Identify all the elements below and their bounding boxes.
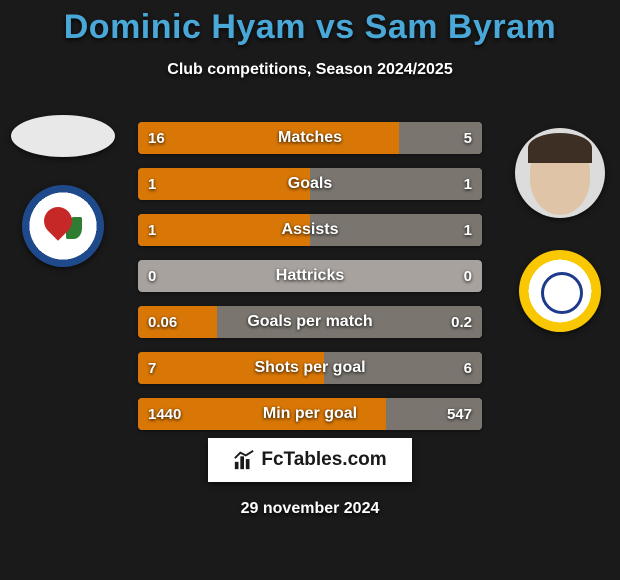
page-title: Dominic Hyam vs Sam Byram bbox=[0, 8, 620, 47]
stat-value-left: 16 bbox=[148, 130, 165, 147]
player-face-icon bbox=[530, 143, 590, 215]
left-player-column bbox=[8, 115, 118, 267]
stat-row: 7 6 Shots per goal bbox=[138, 352, 482, 384]
player-avatar bbox=[515, 128, 605, 218]
stats-list: 16 5 Matches 1 1 Goals 1 1 Assists 0 0 Hattricks 0.0… bbox=[138, 122, 482, 430]
footer-date: 29 november 2024 bbox=[241, 500, 380, 518]
player-avatar-placeholder bbox=[11, 115, 115, 157]
stat-row: 16 5 Matches bbox=[138, 122, 482, 154]
stat-row: 0 0 Hattricks bbox=[138, 260, 482, 292]
stat-label: Assists bbox=[282, 221, 339, 239]
club-badge-leeds bbox=[519, 250, 601, 332]
stat-value-right: 5 bbox=[464, 130, 472, 147]
stat-value-left: 7 bbox=[148, 360, 156, 377]
stat-value-right: 547 bbox=[447, 406, 472, 423]
stat-fill-left bbox=[138, 122, 399, 154]
stat-value-right: 0 bbox=[464, 268, 472, 285]
stat-label: Hattricks bbox=[276, 267, 344, 285]
chart-icon bbox=[233, 449, 255, 471]
club-badge-blackburn bbox=[22, 185, 104, 267]
page-subtitle: Club competitions, Season 2024/2025 bbox=[0, 61, 620, 79]
stat-label: Goals bbox=[288, 175, 332, 193]
stat-value-right: 1 bbox=[464, 176, 472, 193]
stat-value-left: 1 bbox=[148, 222, 156, 239]
stat-label: Min per goal bbox=[263, 405, 357, 423]
stat-label: Goals per match bbox=[247, 313, 372, 331]
stat-value-right: 0.2 bbox=[451, 314, 472, 331]
stat-value-left: 0 bbox=[148, 268, 156, 285]
stat-label: Shots per goal bbox=[254, 359, 365, 377]
stat-fill-right bbox=[310, 168, 482, 200]
comparison-card: Dominic Hyam vs Sam Byram Club competiti… bbox=[0, 0, 620, 580]
stat-value-left: 1 bbox=[148, 176, 156, 193]
stat-value-right: 1 bbox=[464, 222, 472, 239]
stat-row: 1 1 Assists bbox=[138, 214, 482, 246]
right-player-column bbox=[500, 128, 620, 332]
stat-value-right: 6 bbox=[464, 360, 472, 377]
stat-row: 1440 547 Min per goal bbox=[138, 398, 482, 430]
stat-row: 1 1 Goals bbox=[138, 168, 482, 200]
brand-text: FcTables.com bbox=[261, 449, 386, 471]
brand-badge: FcTables.com bbox=[208, 438, 412, 482]
stat-value-left: 0.06 bbox=[148, 314, 177, 331]
stat-row: 0.06 0.2 Goals per match bbox=[138, 306, 482, 338]
stat-label: Matches bbox=[278, 129, 342, 147]
stat-value-left: 1440 bbox=[148, 406, 181, 423]
stat-fill-left bbox=[138, 168, 310, 200]
